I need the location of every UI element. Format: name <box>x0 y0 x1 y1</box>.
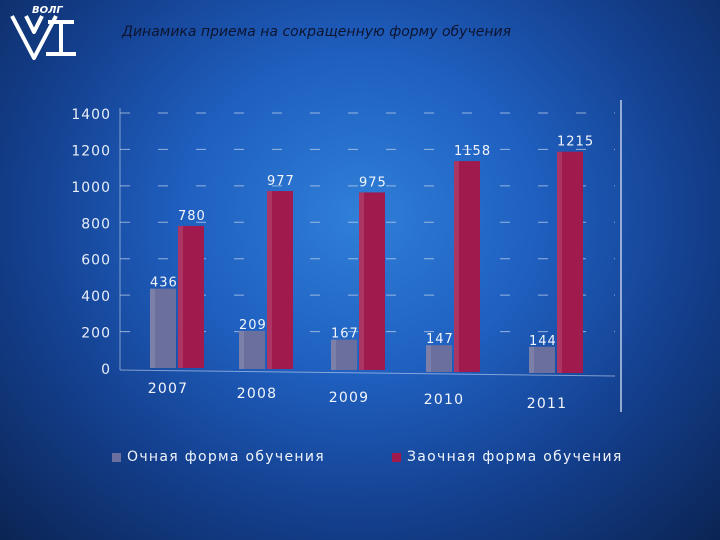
bar-2009-series-1 <box>359 192 385 370</box>
y-tick-label: 1000 <box>71 180 111 196</box>
y-tick-label: 0 <box>101 362 111 378</box>
volg-logo: ВОЛГ <box>10 5 76 60</box>
data-label: 1215 <box>557 135 594 150</box>
data-label: 147 <box>426 332 454 347</box>
y-tick-label: 1400 <box>71 107 111 123</box>
bar-highlight <box>150 288 155 368</box>
bar-2007-series-1 <box>178 225 204 368</box>
chart-title: Динамика приема на сокращенную форму обу… <box>122 24 512 40</box>
bar-2011-series-0 <box>529 346 555 373</box>
x-tick-label: 2011 <box>527 396 567 412</box>
legend-swatch-1 <box>392 452 401 462</box>
data-label: 144 <box>529 334 557 349</box>
bar-highlight <box>331 339 336 370</box>
bar-highlight <box>557 151 562 373</box>
y-tick-label: 400 <box>81 289 111 305</box>
logo-text: ВОЛГ <box>32 5 63 16</box>
x-tick-label: 2010 <box>424 392 464 408</box>
data-label: 780 <box>178 209 206 224</box>
legend-label-0: Очная форма обучения <box>127 449 325 465</box>
data-label: 209 <box>239 318 267 333</box>
y-tick-label: 1200 <box>71 143 111 159</box>
x-tick-label: 2007 <box>148 381 188 397</box>
bar-2008-series-1 <box>267 191 293 369</box>
bar-highlight <box>239 330 244 369</box>
x-tick-label: 2008 <box>237 386 277 402</box>
bar-highlight <box>178 225 183 368</box>
bar-2007-series-0 <box>150 288 176 368</box>
y-tick-label: 200 <box>81 326 111 342</box>
bar-highlight <box>529 346 534 373</box>
legend-label-1: Заочная форма обучения <box>407 449 623 465</box>
y-tick-label: 600 <box>81 253 111 269</box>
bar-2010-series-1 <box>454 161 480 372</box>
y-tick-label: 800 <box>81 216 111 232</box>
data-label: 167 <box>331 327 359 342</box>
x-tick-label: 2009 <box>329 390 369 406</box>
legend-swatch-0 <box>112 452 121 462</box>
bar-2008-series-0 <box>239 330 265 369</box>
legend-item-0: Очная форма обучения <box>112 449 325 465</box>
bar-highlight <box>454 161 459 372</box>
data-label: 975 <box>359 175 387 190</box>
bar-highlight <box>267 191 272 369</box>
bar-2011-series-1 <box>557 151 583 373</box>
data-label: 977 <box>267 174 295 189</box>
bar-highlight <box>359 192 364 370</box>
x-axis <box>119 369 616 377</box>
bar-highlight <box>426 345 431 372</box>
bar-2009-series-0 <box>331 339 357 370</box>
data-label: 1158 <box>454 144 491 159</box>
bar-2010-series-0 <box>426 345 452 372</box>
legend-item-1: Заочная форма обучения <box>392 449 623 465</box>
data-label: 436 <box>150 276 178 291</box>
